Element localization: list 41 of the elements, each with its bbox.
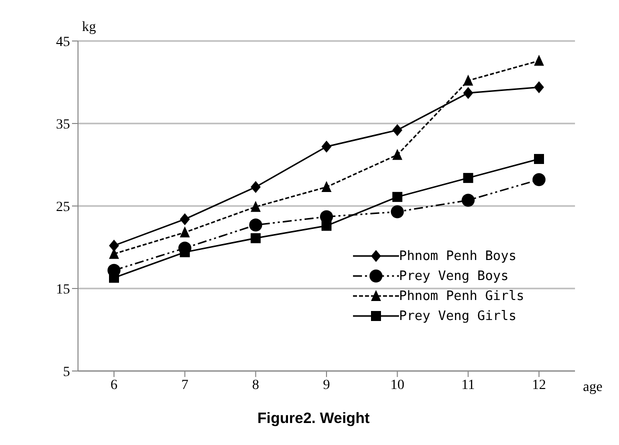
x-tick-label: 10 [390,378,404,393]
x-tick-label: 8 [252,378,260,393]
y-tick-label: 5 [63,364,70,380]
y-tick-label: 35 [56,117,70,132]
point [392,124,402,136]
y-tick-label: 45 [56,34,70,50]
y-tick-label: 25 [56,200,70,215]
point [390,205,404,218]
point [109,240,119,252]
legend-label: Phnom Penh Boys [399,248,516,264]
y-tick-label: 15 [56,282,70,298]
point [534,54,544,66]
point [463,86,474,99]
point [392,148,402,160]
point [180,213,190,226]
point [250,200,261,212]
point [250,233,261,244]
point [322,181,332,192]
legend-label: Prey Veng Boys [399,268,509,284]
legend-label: Phnom Penh Girls [399,288,524,304]
point [250,181,261,194]
point [392,192,402,202]
point [322,220,332,231]
point [532,173,546,186]
x-axis-title: age [583,380,602,395]
y-axis-title: kg [82,20,96,35]
text: Figure2. Weight [256,410,371,427]
point [534,154,544,164]
x-tick-label: 11 [461,378,475,393]
x-tick-label: 9 [323,378,330,393]
x-tick-label: 12 [532,378,546,393]
point [463,74,474,86]
x-tick-label: 7 [181,378,188,393]
legend-label: Prey Veng Girls [399,308,516,324]
point [180,226,190,238]
point [534,81,544,94]
point [322,140,332,153]
point [463,172,474,183]
point [249,218,262,232]
point [462,194,475,207]
x-tick-label: 6 [110,378,118,393]
